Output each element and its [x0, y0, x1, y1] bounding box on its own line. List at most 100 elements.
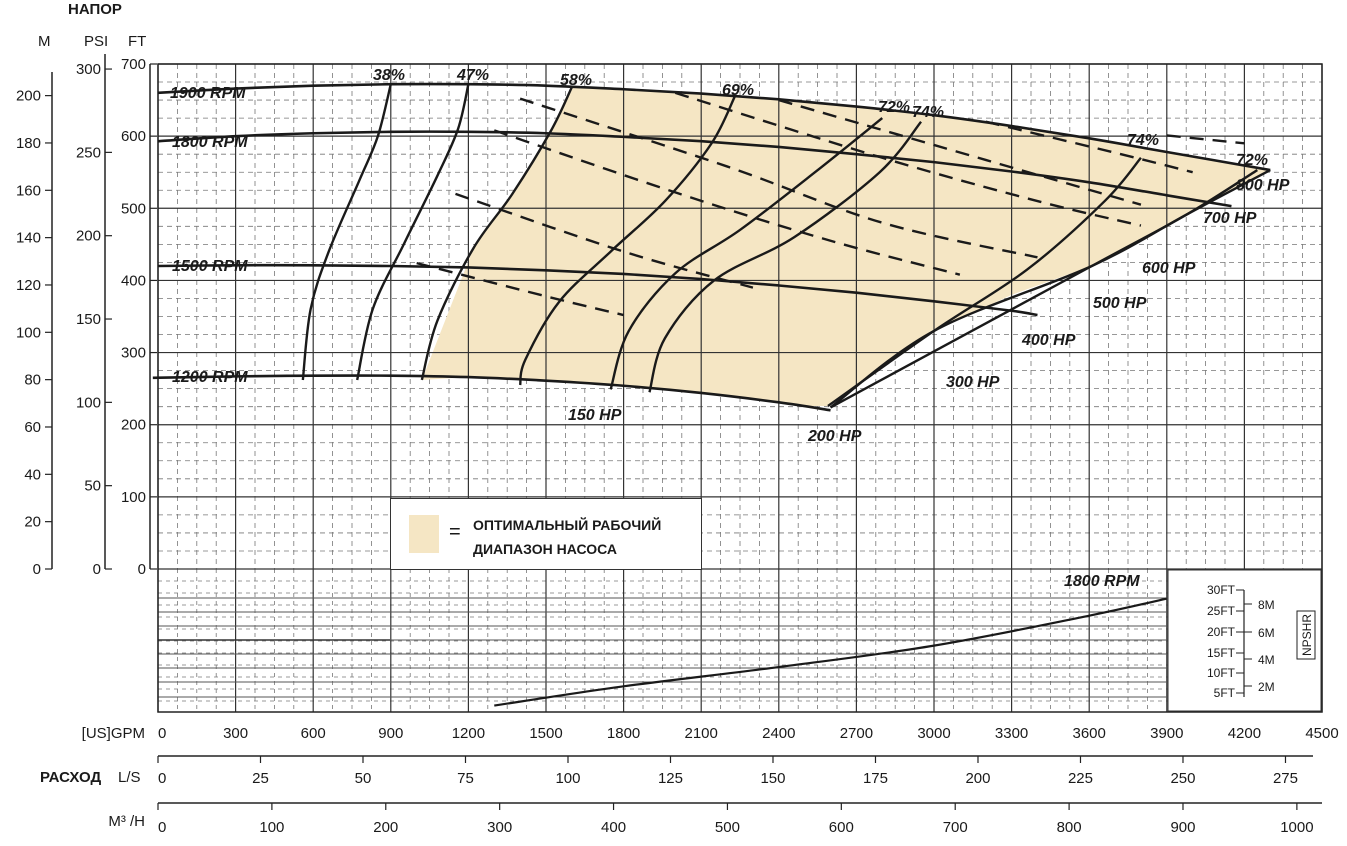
efficiency-label: 38% [373, 67, 405, 84]
ls-tick-label: 175 [863, 770, 888, 787]
npshr-m-tick-label: 2M [1258, 680, 1275, 694]
rpm-label: 1900 RPM [170, 85, 246, 102]
ft-tick-label: 400 [121, 272, 146, 289]
npshr-curve [494, 597, 1168, 707]
psi-tick-label: 300 [76, 61, 101, 78]
efficiency-curve-6 [827, 157, 1142, 407]
efficiency-curve-3 [518, 95, 736, 386]
ft-tick-label: 0 [138, 561, 146, 578]
m3h-tick-label: 900 [1170, 819, 1195, 836]
psi-tick-label: 100 [76, 394, 101, 411]
m3h-unit-label: M³ /H [108, 813, 145, 830]
m-tick-label: 80 [24, 372, 41, 389]
ls-tick-label: 125 [658, 770, 683, 787]
ls-unit-label: L/S [118, 769, 141, 786]
psi-tick-label: 50 [84, 478, 101, 495]
efficiency-curve-4 [609, 117, 884, 390]
legend-text: ОПТИМАЛЬНЫЙ РАБОЧИЙ ДИАПАЗОН НАСОСА [473, 513, 661, 561]
efficiency-label: 72% [1236, 152, 1268, 169]
ft-tick-label: 600 [121, 128, 146, 145]
psi-unit-label: PSI [84, 33, 108, 50]
m-tick-label: 160 [16, 182, 41, 199]
ls-tick-label: 100 [555, 770, 580, 787]
gpm-tick-label: 0 [158, 725, 166, 742]
m-unit-label: M [38, 33, 51, 50]
ft-tick-label: 300 [121, 345, 146, 362]
hp-curve-800-hp [1166, 134, 1245, 145]
rpm-label: 1200 RPM [172, 369, 248, 386]
ls-tick-label: 25 [252, 770, 269, 787]
npshr-label: NPSHR [1300, 614, 1314, 656]
gpm-tick-label: 3300 [995, 725, 1028, 742]
npshr-label-box [1296, 610, 1316, 660]
hp-label: 800 HP [1236, 177, 1290, 194]
labels-layer: 1900 RPM 1800 RPM 1500 RPM 1200 RPM 150 HP 20… [170, 67, 1316, 700]
end-of-curve-line [829, 168, 1271, 409]
gpm-tick-label: 300 [223, 725, 248, 742]
gpm-tick-label: 2700 [840, 725, 873, 742]
efficiency-curve-5 [648, 120, 922, 393]
m3h-tick-label: 100 [259, 819, 284, 836]
efficiency-label: 74% [1127, 132, 1159, 149]
m-tick-label: 0 [33, 561, 41, 578]
efficiency-curve-1 [356, 83, 470, 381]
efficiency-label: 47% [456, 67, 489, 84]
m-tick-label: 100 [16, 324, 41, 341]
plot-border [157, 63, 1323, 713]
ft-tick-label: 200 [121, 417, 146, 434]
ls-tick-label: 200 [965, 770, 990, 787]
ft-unit-label: FT [128, 33, 146, 50]
ls-tick-label: 225 [1068, 770, 1093, 787]
m-tick-label: 20 [24, 514, 41, 531]
hp-curve-300-hp [493, 129, 961, 276]
gpm-tick-label: 1800 [607, 725, 640, 742]
m3h-tick-label: 600 [829, 819, 854, 836]
m-tick-label: 40 [24, 466, 41, 483]
hp-label: 600 HP [1142, 260, 1196, 277]
legend-swatch [409, 515, 439, 553]
hp-curve-200-hp [455, 192, 754, 289]
gpm-tick-label: 1500 [529, 725, 562, 742]
optimal-range-layer [421, 87, 1271, 406]
hp-curve-700-hp [985, 120, 1193, 174]
rpm-label: 1500 RPM [172, 258, 248, 275]
axes-layer: 0100200300400500600700050100150200250300… [16, 1, 1339, 836]
npshr-m-tick-label: 6M [1258, 626, 1275, 640]
head-label: НАПОР [68, 1, 122, 18]
psi-tick-label: 200 [76, 228, 101, 245]
optimal-range-area [421, 87, 1271, 406]
m-tick-label: 180 [16, 135, 41, 152]
psi-tick-label: 150 [76, 311, 101, 328]
m3h-tick-label: 0 [158, 819, 166, 836]
m3h-tick-label: 400 [601, 819, 626, 836]
efficiency-label: 58% [560, 72, 592, 89]
gpm-tick-label: 3900 [1150, 725, 1183, 742]
gpm-tick-label: 2400 [762, 725, 795, 742]
hp-label: 200 HP [807, 428, 862, 445]
ls-tick-label: 275 [1273, 770, 1298, 787]
m3h-tick-label: 300 [487, 819, 512, 836]
npshr-ft-tick-label: 20FT [1207, 625, 1236, 639]
rpm-curve-1900-rpm [157, 82, 1271, 172]
ls-tick-label: 50 [355, 770, 372, 787]
npshr-ft-tick-label: 10FT [1207, 666, 1236, 680]
npshr-m-tick-label: 4M [1258, 653, 1275, 667]
m3h-tick-label: 700 [943, 819, 968, 836]
efficiency-curve-2 [420, 86, 573, 381]
m-tick-label: 60 [24, 419, 41, 436]
gpm-tick-label: 3600 [1073, 725, 1106, 742]
legend-box: = ОПТИМАЛЬНЫЙ РАБОЧИЙ ДИАПАЗОН НАСОСА [390, 498, 702, 570]
ft-tick-label: 100 [121, 489, 146, 506]
hp-curve-500-hp [674, 91, 1142, 227]
legend-equals: = [449, 521, 461, 543]
ls-tick-label: 0 [158, 770, 166, 787]
efficiency-label: 72% [878, 99, 910, 116]
ft-tick-label: 700 [121, 56, 146, 73]
m-tick-label: 140 [16, 230, 41, 247]
m-tick-label: 200 [16, 88, 41, 105]
legend-line-1: ОПТИМАЛЬНЫЙ РАБОЧИЙ [473, 517, 662, 533]
gpm-tick-label: 4200 [1228, 725, 1261, 742]
npshr-ft-tick-label: 15FT [1207, 646, 1236, 660]
gpm-tick-label: 3000 [917, 725, 950, 742]
